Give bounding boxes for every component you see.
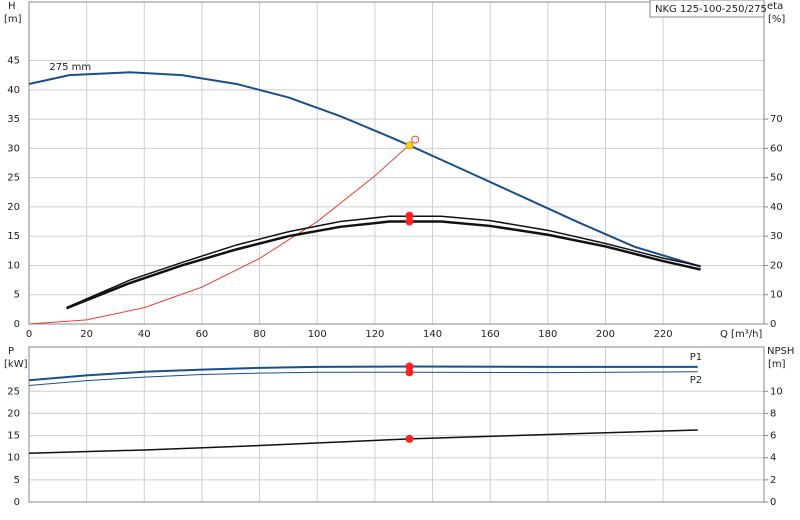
y-tick-label: 20: [7, 202, 20, 213]
marker: [405, 368, 414, 377]
y-tick-label: 5: [14, 475, 20, 486]
y2-axis-label: NPSH: [767, 346, 794, 357]
y-tick-label: 25: [7, 386, 20, 397]
curve: [66, 215, 701, 309]
y-tick-label: 30: [7, 143, 20, 154]
marker: [405, 141, 414, 150]
y2-tick-label: 40: [770, 202, 783, 213]
curve-label: 275 mm: [49, 62, 91, 73]
x-tick-label: 160: [481, 329, 500, 340]
y2-tick-label: 30: [770, 231, 783, 242]
curve: [28, 71, 701, 268]
y2-tick-label: 60: [770, 143, 783, 154]
x-tick-label: 0: [26, 329, 32, 340]
y-axis-label: P: [8, 346, 14, 357]
x-tick-label: 40: [138, 329, 151, 340]
y-axis-label: H: [8, 1, 16, 12]
curve-label: P1: [690, 352, 702, 363]
curve: [66, 220, 701, 310]
y2-tick-label: 2: [770, 475, 776, 486]
y-tick-label: 15: [7, 231, 20, 242]
y-tick-label: 10: [7, 260, 20, 271]
curve-label: P2: [690, 375, 702, 386]
curve: [28, 365, 698, 382]
x-tick-label: 80: [253, 329, 266, 340]
marker: [411, 135, 420, 144]
y2-tick-label: 0: [770, 497, 776, 508]
title-box: [649, 0, 765, 18]
y2-axis-unit: [m]: [768, 359, 786, 370]
y2-axis-unit: [%]: [768, 14, 785, 25]
y2-axis-label: eta: [767, 1, 783, 12]
y-tick-label: 20: [7, 408, 20, 419]
y2-tick-label: 10: [770, 386, 783, 397]
y-tick-label: 0: [14, 319, 20, 330]
y-tick-label: 25: [7, 173, 20, 184]
y-tick-label: 0: [14, 497, 20, 508]
x-tick-label: 120: [365, 329, 384, 340]
marker: [405, 434, 414, 443]
x-axis-label: Q [m³/h]: [720, 329, 762, 340]
y-tick-label: 15: [7, 431, 20, 442]
y-tick-label: 5: [14, 290, 20, 301]
marker: [405, 217, 414, 226]
x-tick-label: 200: [596, 329, 615, 340]
y-tick-label: 10: [7, 453, 20, 464]
y-tick-label: 40: [7, 85, 20, 96]
curve: [28, 139, 416, 325]
x-tick-label: 140: [423, 329, 442, 340]
plot-frame: [28, 1, 765, 325]
chart-title: NKG 125-100-250/275: [655, 4, 767, 15]
y-axis-unit: [m]: [4, 14, 22, 25]
x-tick-label: 60: [196, 329, 209, 340]
plot-frame: [28, 346, 765, 503]
x-tick-label: 100: [308, 329, 327, 340]
x-tick-label: 220: [654, 329, 673, 340]
curve: [28, 429, 698, 455]
y2-tick-label: 50: [770, 173, 783, 184]
y-tick-label: 35: [7, 114, 20, 125]
y2-tick-label: 8: [770, 408, 776, 419]
y2-tick-label: 6: [770, 431, 776, 442]
y-axis-unit: [kW]: [4, 359, 28, 370]
y2-tick-label: 10: [770, 290, 783, 301]
y2-tick-label: 20: [770, 260, 783, 271]
x-tick-label: 180: [538, 329, 557, 340]
y2-tick-label: 0: [770, 319, 776, 330]
y2-tick-label: 4: [770, 453, 776, 464]
x-tick-label: 20: [80, 329, 93, 340]
curve: [28, 371, 698, 387]
y2-tick-label: 70: [770, 114, 783, 125]
y-tick-label: 45: [7, 56, 20, 67]
